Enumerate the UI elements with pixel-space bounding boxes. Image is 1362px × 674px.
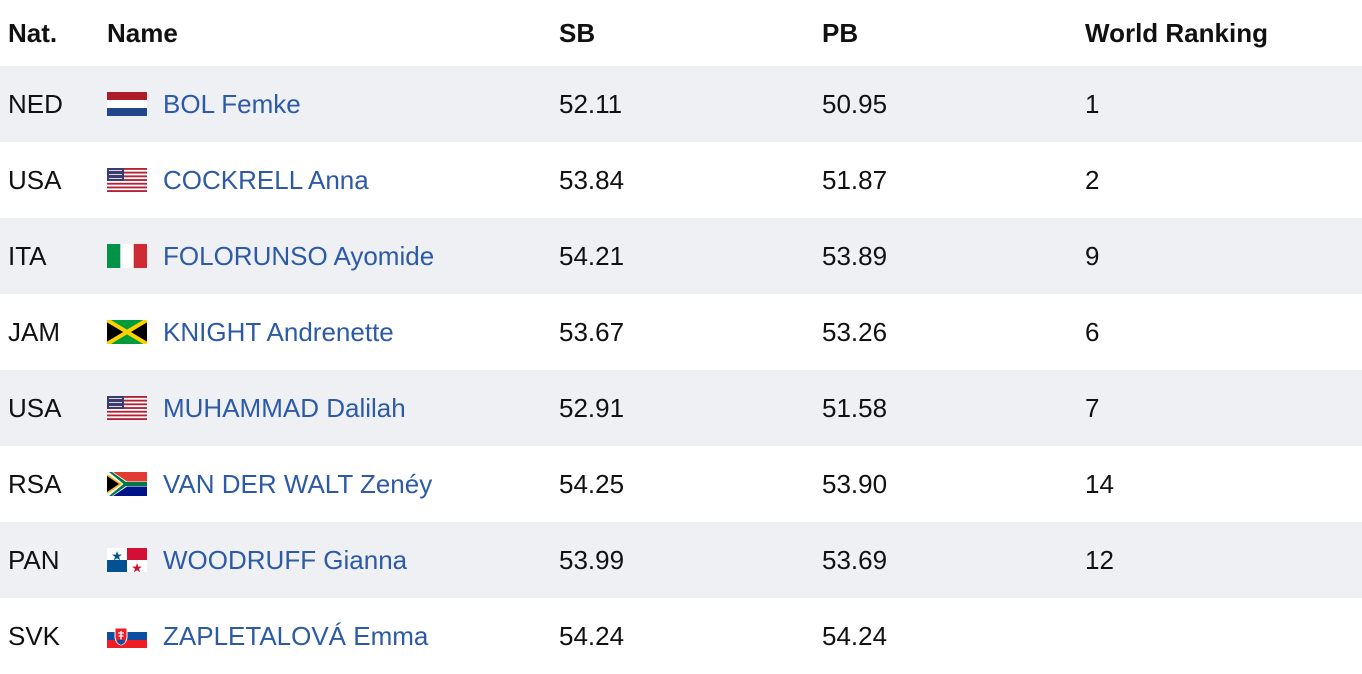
row: USA MUHAMMAD Dalilah 52.91 51.58 7 — [0, 370, 1362, 446]
sb-cell: 52.91 — [559, 392, 625, 423]
athlete-link[interactable]: WOODRUFF Gianna — [163, 544, 408, 575]
pb-cell: 54.24 — [822, 620, 888, 651]
pb-cell: 53.69 — [822, 544, 888, 575]
flag — [107, 472, 147, 496]
header-cell: PB — [822, 17, 859, 48]
athlete-link[interactable]: KNIGHT Andrenette — [163, 316, 394, 347]
flag — [107, 168, 147, 192]
nat-cell: ITA — [8, 240, 47, 271]
pb-cell: 50.95 — [822, 88, 888, 119]
flag — [107, 244, 147, 268]
sb-cell: 53.84 — [559, 164, 625, 195]
flag — [107, 92, 147, 116]
sb-cell: 54.24 — [559, 620, 625, 651]
ranking-cell: 14 — [1085, 468, 1114, 499]
flag — [107, 548, 147, 572]
athlete-link[interactable]: ZAPLETALOVÁ Emma — [163, 620, 429, 651]
pb-cell: 51.58 — [822, 392, 888, 423]
athlete-link[interactable]: FOLORUNSO Ayomide — [163, 240, 435, 271]
flag — [107, 624, 147, 648]
athlete-link[interactable]: MUHAMMAD Dalilah — [163, 392, 406, 423]
athlete-link[interactable]: VAN DER WALT Zenéy — [163, 468, 433, 499]
nat-cell: NED — [8, 88, 63, 119]
sb-cell: 53.67 — [559, 316, 625, 347]
header-cell: Name — [107, 17, 178, 48]
row: RSA VAN DER WALT Zenéy 54.25 53.90 14 — [0, 446, 1362, 522]
sb-cell: 53.99 — [559, 544, 625, 575]
ranking-cell: 6 — [1085, 316, 1100, 347]
pb-cell: 53.26 — [822, 316, 888, 347]
nat-cell: PAN — [8, 544, 60, 575]
row: SVK ZAPLETALOVÁ Emma 54.24 54.24 — [0, 598, 1362, 674]
row: PAN WOODRUFF Gianna 53.99 53.69 12 — [0, 522, 1362, 598]
ranking-cell — [1085, 598, 1362, 674]
nat-cell: SVK — [8, 620, 61, 651]
pb-cell: 51.87 — [822, 164, 888, 195]
pb-cell: 53.90 — [822, 468, 888, 499]
sb-cell: 54.21 — [559, 240, 625, 271]
ranking-cell: 12 — [1085, 544, 1114, 575]
nat-cell: RSA — [8, 468, 62, 499]
row: NED BOL Femke 52.11 50.95 1 — [0, 66, 1362, 142]
athlete-link[interactable]: COCKRELL Anna — [163, 164, 369, 195]
athlete-link[interactable]: BOL Femke — [163, 88, 301, 119]
sb-cell: 54.25 — [559, 468, 625, 499]
ranking-cell: 2 — [1085, 164, 1100, 195]
ranking-cell: 7 — [1085, 392, 1100, 423]
row: JAM KNIGHT Andrenette 53.67 53.26 6 — [0, 294, 1362, 370]
header-row: Nat. Name SB PB World Ranking — [0, 0, 1362, 66]
sb-cell: 52.11 — [559, 88, 623, 119]
header-cell: Nat. — [8, 17, 58, 48]
ranking-cell: 9 — [1085, 240, 1100, 271]
header-cell: SB — [559, 17, 596, 48]
row: ITA FOLORUNSO Ayomide 54.21 53.89 9 — [0, 218, 1362, 294]
pb-cell: 53.89 — [822, 240, 888, 271]
nat-cell: USA — [8, 392, 62, 423]
nat-cell: JAM — [8, 316, 60, 347]
flag — [107, 320, 147, 344]
flag — [107, 396, 147, 420]
nat-cell: USA — [8, 164, 62, 195]
header-cell: World Ranking — [1085, 17, 1268, 48]
row: USA COCKRELL Anna 53.84 51.87 2 — [0, 142, 1362, 218]
ranking-cell: 1 — [1085, 88, 1100, 119]
